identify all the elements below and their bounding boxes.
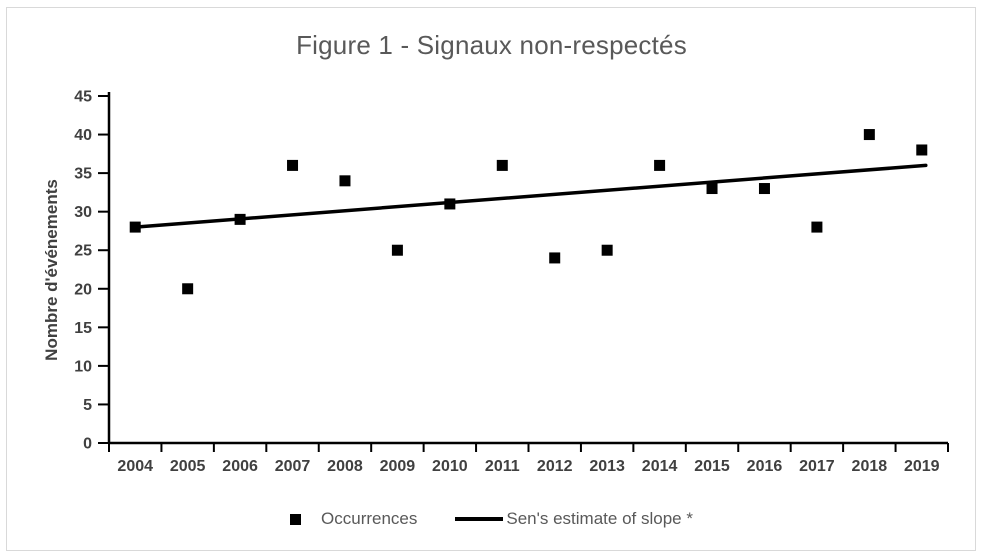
x-tick-label: 2013 [589, 458, 625, 475]
data-point [811, 221, 823, 233]
data-point [654, 159, 666, 171]
legend-marker-square-icon [290, 513, 302, 525]
data-point [234, 213, 246, 225]
data-point [916, 144, 928, 156]
legend-line-sample-icon [455, 517, 504, 521]
y-tick-label: 0 [83, 436, 92, 453]
y-tick-label: 15 [74, 320, 92, 337]
legend-label-occurrences: Occurrences [321, 509, 418, 528]
data-point [391, 244, 403, 256]
data-point [182, 283, 194, 295]
x-tick-label: 2012 [537, 458, 573, 475]
x-tick-label: 2009 [380, 458, 416, 475]
y-tick-label: 30 [74, 204, 92, 221]
data-point [287, 159, 299, 171]
x-tick-label: 2010 [432, 458, 468, 475]
x-tick-label: 2019 [904, 458, 940, 475]
x-tick-label: 2008 [327, 458, 363, 475]
y-tick-label: 40 [74, 127, 92, 144]
figure-border [6, 7, 976, 551]
data-point [549, 252, 561, 264]
legend: Occurrences Sen's estimate of slope * [0, 505, 983, 533]
y-tick-label: 20 [74, 281, 92, 298]
chart-title: Figure 1 - Signaux non-respectés [296, 30, 687, 60]
x-tick-label: 2014 [642, 458, 678, 475]
legend-label-sen-slope: Sen's estimate of slope * [506, 509, 693, 528]
x-tick-label: 2018 [852, 458, 888, 475]
data-point [758, 183, 770, 195]
x-tick-label: 2017 [799, 458, 835, 475]
x-tick-label: 2005 [170, 458, 206, 475]
data-point [129, 221, 141, 233]
data-point [863, 129, 875, 141]
y-tick-label: 35 [74, 166, 92, 183]
y-tick-label: 25 [74, 243, 92, 260]
x-tick-label: 2015 [694, 458, 730, 475]
x-tick-label: 2006 [222, 458, 258, 475]
sen-slope-line [133, 163, 928, 229]
data-point [339, 175, 351, 187]
x-tick-label: 2007 [275, 458, 311, 475]
y-tick-label: 5 [83, 397, 92, 414]
data-point [444, 198, 456, 210]
y-tick-label: 45 [74, 89, 92, 106]
data-point [496, 159, 508, 171]
data-point [706, 183, 718, 195]
x-tick-label: 2016 [747, 458, 783, 475]
y-tick-label: 10 [74, 358, 92, 375]
x-tick-label: 2011 [485, 458, 520, 475]
x-tick-label: 2004 [117, 458, 153, 475]
data-point [601, 244, 613, 256]
